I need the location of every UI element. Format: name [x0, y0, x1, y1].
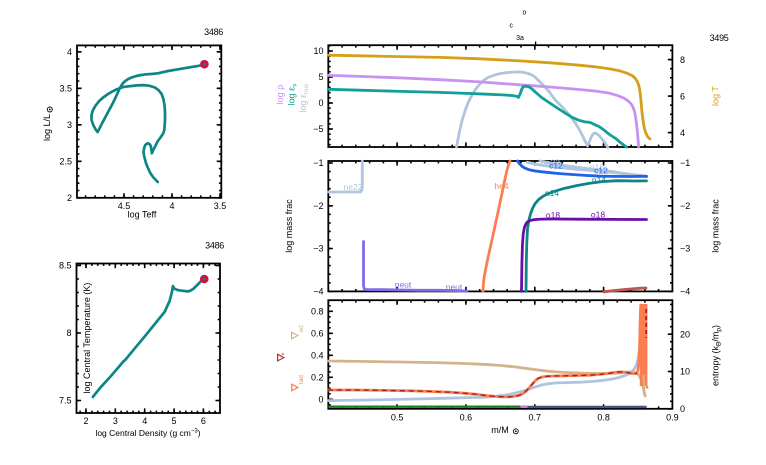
svg-text:log Central Temperature (K): log Central Temperature (K)	[82, 283, 92, 394]
svg-text:0: 0	[318, 98, 323, 108]
svg-text:neut: neut	[395, 280, 412, 290]
svg-text:3: 3	[67, 120, 72, 130]
svg-text:−2: −2	[313, 201, 323, 211]
svg-text:n14: n14	[592, 175, 606, 185]
svg-text:4: 4	[67, 47, 72, 57]
svg-text:4: 4	[169, 201, 174, 211]
svg-text:n14: n14	[545, 188, 559, 198]
svg-text:5: 5	[318, 72, 323, 82]
svg-text:0.8: 0.8	[597, 412, 610, 422]
svg-text:o18: o18	[591, 210, 605, 220]
svg-text:3486: 3486	[205, 241, 224, 251]
svg-text:3a: 3a	[516, 35, 524, 42]
svg-text:0.6: 0.6	[311, 329, 324, 339]
svg-text:8: 8	[66, 328, 71, 338]
svg-text:c: c	[509, 23, 513, 30]
svg-text:10: 10	[313, 46, 323, 56]
svg-text:c12: c12	[594, 166, 608, 176]
svg-text:log εν: log εν	[287, 84, 299, 106]
svg-text:8.5: 8.5	[59, 261, 72, 271]
svg-text:0.8: 0.8	[311, 307, 324, 317]
svg-text:7.5: 7.5	[59, 396, 72, 406]
svg-text:20: 20	[680, 329, 690, 339]
svg-text:log Central Density (g cm−3): log Central Density (g cm−3)	[95, 428, 200, 438]
svg-text:log L/L: log L/L	[42, 114, 52, 141]
svg-text:*: *	[281, 352, 288, 355]
svg-text:he4: he4	[494, 181, 508, 191]
svg-text:−1: −1	[680, 158, 690, 168]
svg-text:0.5: 0.5	[391, 412, 404, 422]
svg-text:3.5: 3.5	[59, 84, 72, 94]
svg-text:entropy (kB/mp): entropy (kB/mp)	[711, 325, 723, 386]
svg-text:log mass frac: log mass frac	[284, 199, 294, 253]
svg-text:0.2: 0.2	[311, 373, 324, 383]
svg-text:o: o	[523, 10, 527, 17]
svg-text:log ρ: log ρ	[275, 85, 285, 105]
svg-text:−4: −4	[313, 287, 323, 297]
svg-text:log T: log T	[711, 86, 721, 106]
svg-text:0.6: 0.6	[460, 412, 473, 422]
svg-text:c12: c12	[549, 161, 563, 171]
svg-text:o16: o16	[590, 162, 604, 172]
svg-text:log Teff: log Teff	[128, 210, 157, 220]
svg-text:0.9: 0.9	[666, 412, 679, 422]
svg-text:6: 6	[680, 91, 685, 101]
svg-text:−3: −3	[680, 244, 690, 254]
svg-text:6: 6	[201, 416, 206, 426]
svg-text:−3: −3	[313, 244, 323, 254]
svg-text:4.5: 4.5	[118, 201, 131, 211]
svg-text:4: 4	[680, 128, 685, 138]
svg-text:ad: ad	[298, 325, 305, 333]
svg-text:2: 2	[83, 416, 88, 426]
svg-text:log mass frac: log mass frac	[711, 199, 721, 253]
svg-text:10: 10	[680, 367, 690, 377]
svg-text:4: 4	[142, 416, 147, 426]
svg-text:m/M: m/M	[491, 425, 509, 435]
svg-text:ne22: ne22	[344, 182, 363, 192]
svg-text:−5: −5	[313, 124, 323, 134]
svg-text:0.7: 0.7	[529, 412, 542, 422]
svg-text:2.5: 2.5	[59, 157, 72, 167]
svg-text:3495: 3495	[710, 33, 729, 43]
svg-text:3.5: 3.5	[214, 201, 227, 211]
svg-text:0: 0	[318, 395, 323, 405]
svg-text:neut: neut	[446, 282, 463, 292]
svg-text:rad: rad	[298, 375, 305, 385]
svg-text:−1: −1	[313, 158, 323, 168]
svg-text:2: 2	[67, 193, 72, 203]
svg-text:ne22: ne22	[541, 158, 560, 168]
svg-text:−2: −2	[680, 201, 690, 211]
svg-text:−4: −4	[680, 287, 690, 297]
svg-text:5: 5	[172, 416, 177, 426]
svg-text:o18: o18	[546, 210, 560, 220]
svg-text:0: 0	[680, 404, 685, 414]
svg-text:0.4: 0.4	[311, 351, 324, 361]
svg-text:8: 8	[680, 55, 685, 65]
svg-text:3: 3	[113, 416, 118, 426]
svg-text:3486: 3486	[204, 27, 223, 37]
